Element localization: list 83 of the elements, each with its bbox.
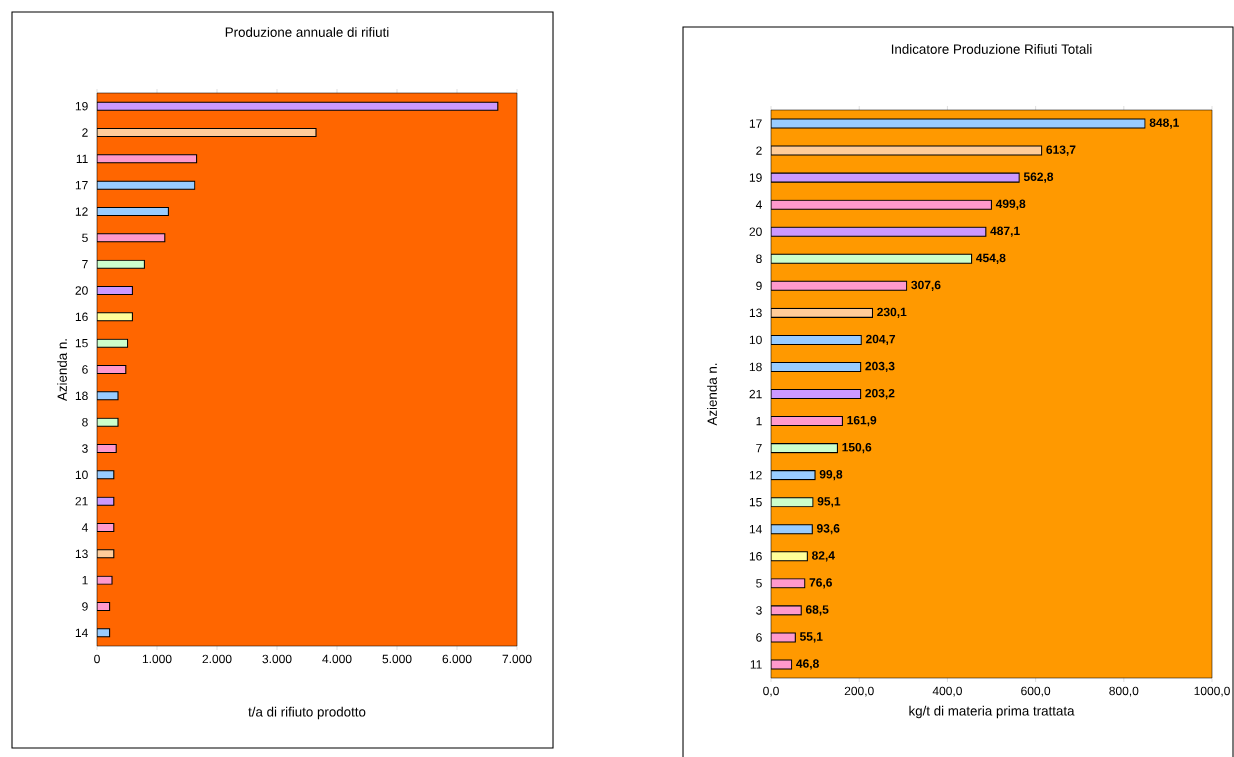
y-tick-label: 6 [82,365,88,374]
y-tick-label: 4 [755,200,762,209]
x-tick-label: 800,0 [1109,686,1139,697]
y-tick-label: 21 [749,389,762,399]
x-axis-title: t/a di rifiuto prodotto [248,706,366,720]
y-tick-label: 2 [756,146,762,155]
y-tick-label: 8 [82,417,88,427]
y-tick-label: 3 [82,444,88,453]
y-tick-label: 13 [749,308,762,318]
y-tick-label: 9 [82,602,88,611]
x-tick-label: 1000,0 [1194,686,1230,697]
x-tick-label: 0,0 [763,686,779,697]
x-tick-label: 200,0 [844,686,874,697]
data-label: 55,1 [799,632,823,643]
data-label: 95,1 [817,497,841,508]
y-tick-label: 17 [75,181,88,190]
x-tick-label: 1.000 [142,654,172,664]
y-tick-label: 14 [749,525,762,534]
x-tick-label: 400,0 [932,686,962,697]
x-axis-title: kg/t di materia prima trattata [909,705,1075,719]
data-label: 487,1 [990,226,1020,237]
x-tick-label: 7.000 [502,654,532,664]
y-tick-label: 2 [82,128,88,137]
chart-title: Indicatore Produzione Rifiuti Totali [891,44,1092,54]
data-label: 204,7 [865,334,896,346]
y-tick-label: 7 [82,260,88,269]
y-tick-label: 19 [75,101,88,111]
y-tick-label: 18 [749,362,762,372]
x-tick-label: 3.000 [262,654,292,664]
data-label: 76,6 [809,578,832,589]
y-tick-label: 9 [756,281,762,291]
y-tick-label: 18 [75,391,88,401]
data-label: 562,8 [1023,172,1054,183]
y-tick-label: 4 [81,523,88,532]
x-tick-label: 5.000 [382,654,412,664]
y-tick-label: 17 [749,119,762,128]
y-tick-label: 16 [749,552,762,561]
y-axis-title: Azienda n. [57,339,67,401]
data-label: 203,2 [865,388,895,400]
data-label: 82,4 [811,551,835,562]
data-label: 68,5 [805,605,829,616]
data-label: 499,8 [995,199,1026,210]
y-tick-label: 13 [75,549,88,559]
x-tick-label: 600,0 [1021,686,1051,697]
y-tick-label: 11 [76,154,88,163]
data-label: 161,9 [847,415,877,427]
y-tick-label: 20 [749,227,762,236]
data-label: 46,8 [796,659,819,670]
data-label: 230,1 [877,307,907,318]
y-tick-label: 1 [756,416,762,426]
data-label: 613,7 [1046,145,1076,156]
y-tick-label: 15 [749,498,762,507]
y-axis-title: Azienda n. [707,363,717,426]
data-label: 307,6 [911,280,941,291]
y-tick-label: 11 [750,660,762,669]
data-label: 454,8 [976,253,1006,264]
data-label: 203,3 [865,361,895,373]
y-tick-label: 10 [749,335,762,345]
data-label: 150,6 [842,442,872,454]
y-tick-label: 5 [82,233,88,243]
y-tick-label: 1 [82,576,88,585]
x-tick-label: 4.000 [322,654,352,664]
x-tick-label: 2.000 [202,654,232,664]
x-tick-label: 6.000 [442,654,472,664]
y-tick-label: 15 [75,338,88,348]
y-tick-label: 5 [756,579,762,588]
y-tick-label: 7 [756,443,762,453]
y-tick-label: 20 [75,286,88,295]
x-tick-label: 0 [94,654,100,664]
data-label: 93,6 [816,524,840,535]
y-tick-label: 6 [756,633,762,642]
y-tick-label: 12 [75,207,88,216]
y-tick-label: 8 [756,254,762,264]
chart-title: Produzione annuale di rifiuti [225,27,389,37]
y-tick-label: 3 [756,606,762,615]
y-tick-label: 10 [75,470,88,480]
data-label: 99,8 [819,470,843,481]
y-tick-label: 21 [75,496,88,506]
y-tick-label: 16 [75,312,88,322]
data-label: 848,1 [1149,118,1179,129]
y-tick-label: 12 [749,470,762,480]
y-tick-label: 14 [75,628,88,637]
y-tick-label: 19 [749,173,762,182]
